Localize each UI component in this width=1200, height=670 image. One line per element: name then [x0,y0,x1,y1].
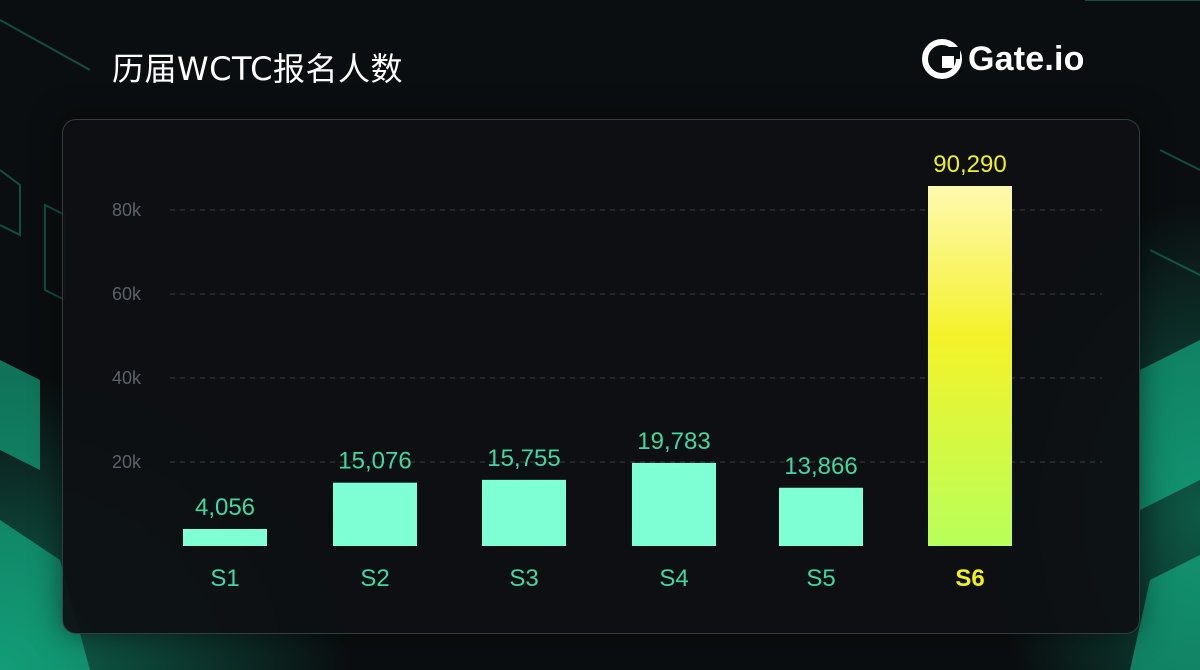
bar-chart: 20k 40k 60k 80k 4,056 S1 15,076 S2 15,755 S3 19,7… [112,151,1102,592]
y-tick-label: 60k [112,284,142,304]
bar-s1 [183,528,267,546]
bar-s6 [928,186,1012,546]
x-tick-label: S4 [659,565,688,592]
bar-value-label: 15,076 [338,448,411,475]
bar-s2 [333,482,417,546]
page-title: 历届WCTC报名人数 [112,50,404,88]
logo-wordmark: Gate.io [968,39,1085,78]
bar-value-label: 19,783 [637,428,710,455]
x-tick-label: S3 [509,565,538,592]
gate-logo-icon [922,39,962,79]
y-tick-label: 40k [112,368,142,388]
bar-s5 [779,487,863,546]
bar-s4 [632,462,716,546]
y-tick-label: 20k [112,452,142,472]
x-tick-label: S6 [955,565,984,592]
bar-value-label: 15,755 [487,445,560,472]
x-tick-label: S5 [806,565,835,592]
bar-value-label: 4,056 [195,494,255,521]
y-tick-label: 80k [112,200,142,220]
x-tick-label: S1 [210,565,239,592]
bar-value-label: 90,290 [933,151,1006,178]
x-tick-label: S2 [360,565,389,592]
gate-io-logo: Gate.io [922,38,1085,80]
bar-value-label: 13,866 [784,453,857,480]
bar-s3 [482,479,566,546]
